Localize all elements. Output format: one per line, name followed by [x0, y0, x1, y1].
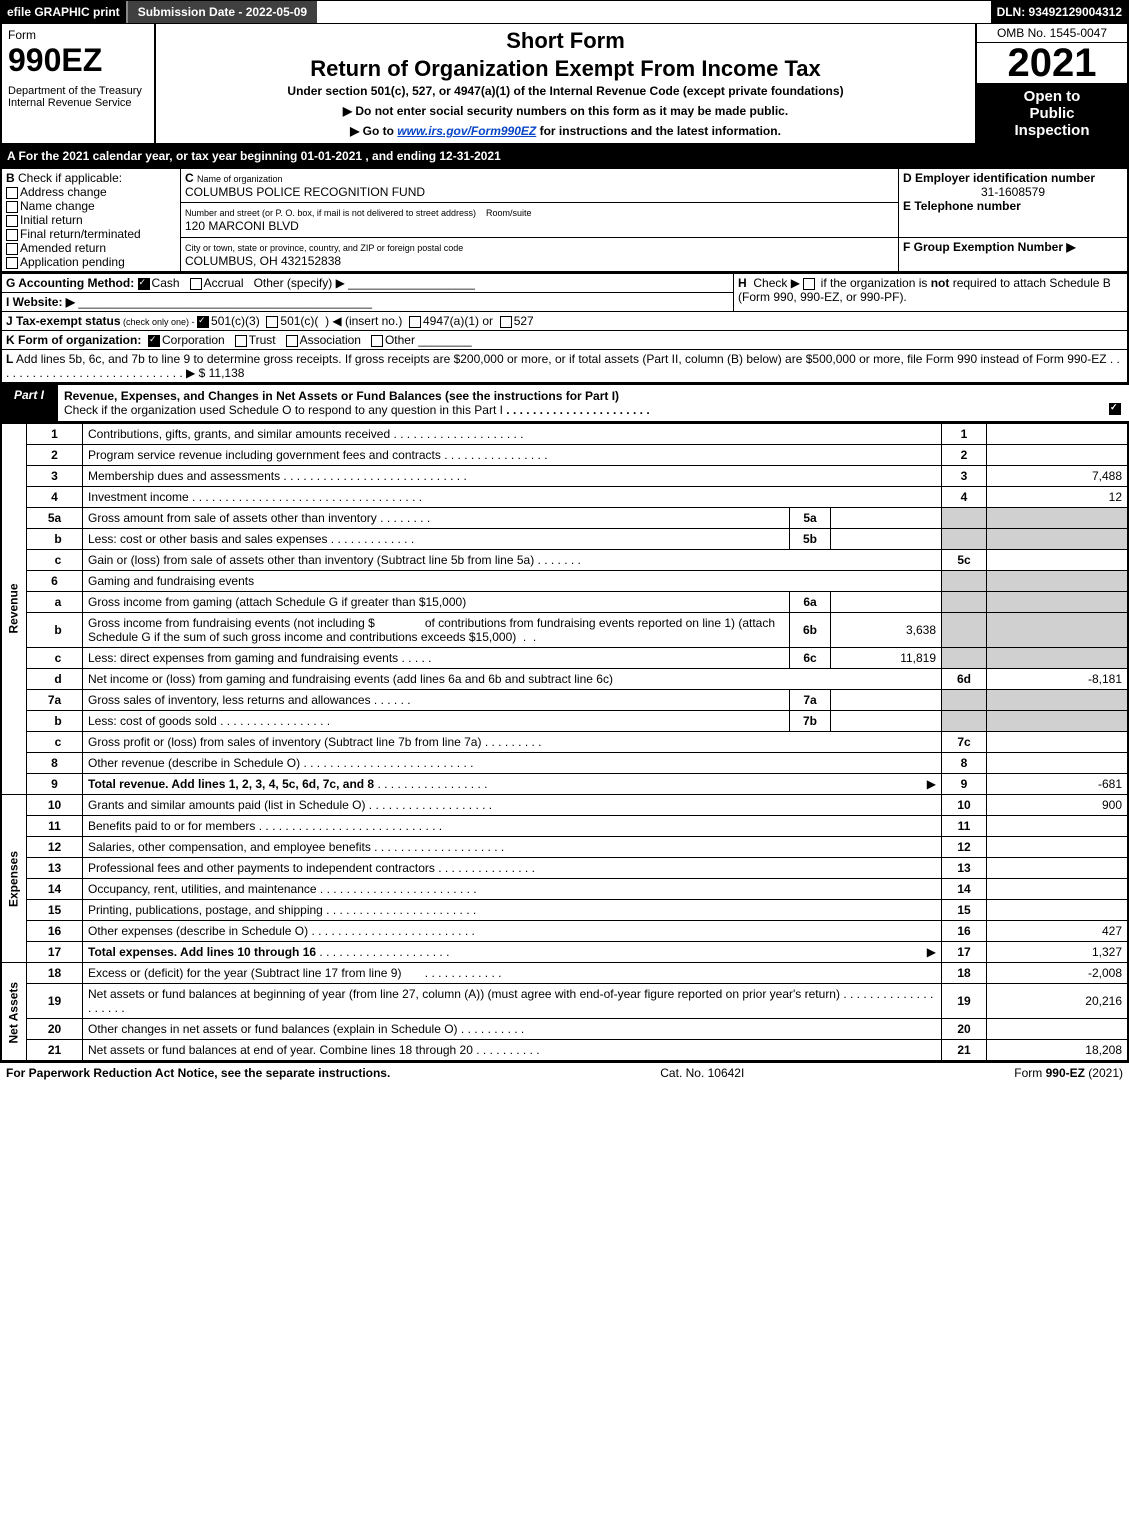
line-21-value: 18,208: [987, 1040, 1129, 1062]
line-6b-value: 3,638: [831, 613, 942, 648]
line-15-value: [987, 900, 1129, 921]
line-16-value: 427: [987, 921, 1129, 942]
expenses-label: Expenses: [1, 795, 27, 963]
checkbox-initial-return[interactable]: [6, 215, 18, 227]
main-title: Return of Organization Exempt From Incom…: [164, 56, 967, 82]
subtitle: Under section 501(c), 527, or 4947(a)(1)…: [164, 84, 967, 98]
checkbox-final-return[interactable]: [6, 229, 18, 241]
line-12-value: [987, 837, 1129, 858]
checkbox-amended-return[interactable]: [6, 243, 18, 255]
form-header: Form 990EZ Department of the Treasury In…: [0, 24, 1129, 145]
open-public-badge: Open to Public Inspection: [977, 84, 1127, 143]
top-bar: efile GRAPHIC print Submission Date - 20…: [0, 0, 1129, 24]
instruction-2: ▶ Go to www.irs.gov/Form990EZ for instru…: [164, 124, 967, 138]
ein-label: D Employer identification number: [903, 171, 1095, 185]
line-a: A For the 2021 calendar year, or tax yea…: [0, 145, 1129, 167]
checkbox-trust[interactable]: [235, 335, 247, 347]
org-address: 120 MARCONI BLVD: [185, 219, 299, 233]
checkbox-accrual[interactable]: [190, 278, 202, 290]
department-label: Department of the Treasury Internal Reve…: [8, 85, 148, 109]
h-text: Check ▶ if the organization is not requi…: [738, 276, 1111, 304]
form-word: Form: [8, 28, 148, 42]
line-6d-value: -8,181: [987, 669, 1129, 690]
org-city: COLUMBUS, OH 432152838: [185, 254, 341, 268]
org-name: COLUMBUS POLICE RECOGNITION FUND: [185, 185, 425, 199]
identity-block: B Check if applicable: Address change Na…: [0, 167, 1129, 273]
line-7c-value: [987, 732, 1129, 753]
tax-year: 2021: [977, 43, 1127, 84]
line-20-value: [987, 1019, 1129, 1040]
line-5a-value: [831, 508, 942, 529]
form-number: 990EZ: [8, 42, 148, 79]
line-19-value: 20,216: [987, 984, 1129, 1019]
footer: For Paperwork Reduction Act Notice, see …: [0, 1062, 1129, 1083]
group-exemption-label: F Group Exemption Number ▶: [903, 240, 1076, 254]
line-18-value: -2,008: [987, 963, 1129, 984]
checkbox-527[interactable]: [500, 316, 512, 328]
line-7b-value: [831, 711, 942, 732]
revenue-label: Revenue: [1, 423, 27, 795]
part1-header: Part I Revenue, Expenses, and Changes in…: [0, 384, 1129, 422]
line-8-value: [987, 753, 1129, 774]
short-form-title: Short Form: [164, 28, 967, 54]
checkbox-corporation[interactable]: [148, 335, 160, 347]
line-2-value: [987, 445, 1129, 466]
checkbox-schedule-o-part1[interactable]: [1109, 403, 1121, 415]
checkbox-cash[interactable]: [138, 278, 150, 290]
line-6c-value: 11,819: [831, 648, 942, 669]
submission-date: Submission Date - 2022-05-09: [126, 1, 317, 23]
dln-label: DLN: 93492129004312: [991, 1, 1128, 23]
line-4-value: 12: [987, 487, 1129, 508]
line-9-value: -681: [987, 774, 1129, 795]
line-1-value: [987, 423, 1129, 445]
footer-cat: Cat. No. 10642I: [660, 1066, 744, 1080]
checkbox-501c3[interactable]: [197, 316, 209, 328]
part1-table: Revenue 1 Contributions, gifts, grants, …: [0, 422, 1129, 1062]
line-6a-value: [831, 592, 942, 613]
checkbox-501c[interactable]: [266, 316, 278, 328]
footer-left: For Paperwork Reduction Act Notice, see …: [6, 1066, 390, 1080]
line-5b-value: [831, 529, 942, 550]
line-14-value: [987, 879, 1129, 900]
checkbox-name-change[interactable]: [6, 201, 18, 213]
checkbox-application-pending[interactable]: [6, 257, 18, 269]
telephone-label: E Telephone number: [903, 199, 1021, 213]
line-13-value: [987, 858, 1129, 879]
footer-right: Form 990-EZ (2021): [1014, 1066, 1123, 1080]
instruction-1: ▶ Do not enter social security numbers o…: [164, 104, 967, 118]
line-5c-value: [987, 550, 1129, 571]
checkbox-address-change[interactable]: [6, 187, 18, 199]
checkbox-4947a1[interactable]: [409, 316, 421, 328]
checkbox-other-org[interactable]: [371, 335, 383, 347]
gross-receipts-value: ▶ $ 11,138: [186, 366, 244, 380]
efile-label: efile GRAPHIC print: [1, 1, 126, 23]
net-assets-label: Net Assets: [1, 963, 27, 1062]
line-11-value: [987, 816, 1129, 837]
irs-link[interactable]: www.irs.gov/Form990EZ: [397, 124, 536, 138]
line-10-value: 900: [987, 795, 1129, 816]
checkbox-schedule-b[interactable]: [803, 278, 815, 290]
ein-value: 31-1608579: [903, 185, 1123, 199]
line-3-value: 7,488: [987, 466, 1129, 487]
line-7a-value: [831, 690, 942, 711]
line-17-value: 1,327: [987, 942, 1129, 963]
checkbox-association[interactable]: [286, 335, 298, 347]
